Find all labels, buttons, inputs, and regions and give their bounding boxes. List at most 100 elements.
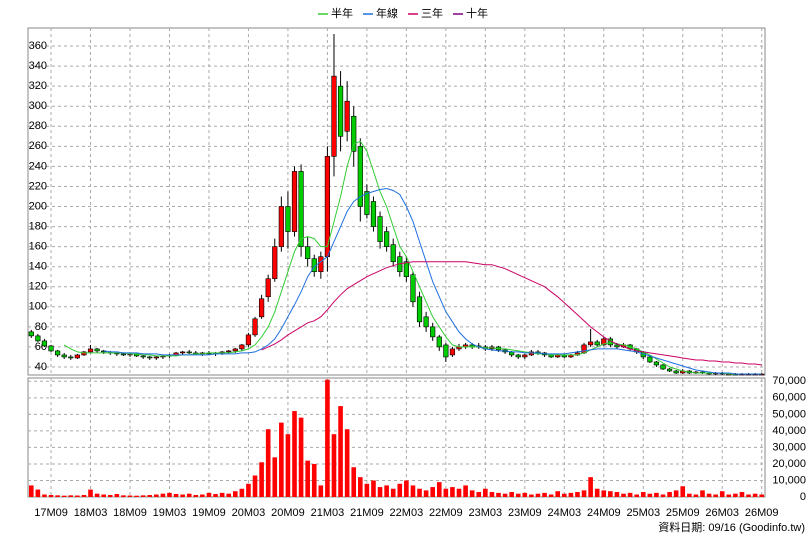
ma-line (103, 187, 762, 375)
volume-bar (186, 493, 192, 497)
candle-body (647, 356, 653, 363)
candle-body (337, 85, 344, 137)
volume-bar (147, 495, 153, 497)
y2-tick-label: 30,000 (772, 441, 806, 453)
candle-body (614, 344, 620, 348)
volume-bar (548, 494, 554, 497)
candle-body (147, 356, 153, 359)
candle-body (416, 296, 423, 323)
y2-tick-label: 40,000 (772, 425, 806, 437)
candle-body (239, 344, 245, 350)
candle-body (666, 368, 673, 372)
y-tick-label: 220 (29, 180, 47, 192)
x-tick-label: 23M03 (469, 507, 503, 519)
volume-bar (292, 411, 297, 497)
volume-bar (305, 460, 310, 497)
volume-bar (509, 492, 514, 497)
volume-bar (450, 487, 455, 497)
candle-body (377, 216, 383, 242)
volume-bar (733, 493, 738, 497)
volume-bar (61, 495, 67, 497)
volume-bar (746, 494, 751, 497)
x-tick-label: 22M03 (390, 507, 424, 519)
volume-bar (55, 495, 60, 497)
y2-tick-label: 60,000 (772, 392, 806, 404)
legend-label: 年線 (376, 6, 398, 20)
volume-bar (739, 492, 745, 497)
price-panel (27, 27, 766, 376)
volume-bar (298, 417, 304, 497)
volume-bar (469, 490, 475, 497)
x-tick-label: 18M03 (74, 507, 108, 519)
candle-body (226, 350, 232, 353)
volume-bar (42, 494, 47, 497)
volume-bar (654, 492, 659, 497)
candle-body (28, 331, 34, 337)
volume-bar (726, 494, 732, 497)
candle-body (48, 345, 54, 352)
candle-body (186, 351, 192, 354)
volume-bar (94, 493, 100, 497)
candle-body (272, 246, 278, 280)
volume-bar (206, 492, 212, 497)
candle-body (285, 206, 291, 232)
volume-bar (634, 494, 639, 497)
x-tick-label: 19M03 (153, 507, 187, 519)
volume-bar (456, 488, 462, 497)
x-tick-label: 25M03 (626, 507, 660, 519)
y2-tick-label: 10,000 (772, 474, 806, 486)
volume-bar (246, 483, 251, 497)
volume-bar (529, 494, 534, 497)
candle-body (384, 231, 390, 247)
volume-bar (410, 485, 416, 497)
candle-body (423, 316, 429, 328)
ma-line (261, 261, 762, 366)
volume-bar (114, 494, 120, 497)
candle-body (318, 256, 324, 273)
volume-bar (272, 457, 278, 497)
candle-body (35, 335, 41, 342)
legend-label: 三年 (421, 6, 443, 20)
volume-bar (397, 483, 403, 497)
volume-bar (614, 492, 620, 497)
y-tick-label: 100 (29, 301, 47, 313)
volume-bar (542, 492, 547, 497)
y-tick-label: 360 (29, 40, 47, 52)
x-tick-label: 22M09 (429, 507, 463, 519)
candle-body (410, 274, 416, 303)
volume-bar (344, 429, 350, 497)
source-note: 資料日期: 09/16 (Goodinfo.tw) (658, 520, 805, 534)
y2-tick-label: 20,000 (772, 458, 806, 470)
candle-body (430, 326, 436, 338)
candle-body (140, 355, 146, 358)
candle-body (120, 353, 127, 356)
volume-bar (555, 491, 561, 497)
volume-bar (483, 488, 488, 497)
volume-bar (496, 492, 501, 497)
x-tick-label: 18M09 (113, 507, 147, 519)
y-tick-label: 140 (29, 261, 47, 273)
candle-body (61, 354, 67, 358)
volume-bar (193, 495, 199, 497)
volume-bar (134, 495, 139, 497)
candle-body (449, 348, 456, 356)
y2-tick-label: 0 (800, 491, 806, 503)
volume-bar (522, 492, 528, 497)
y-tick-label: 40 (35, 361, 47, 373)
candle-body (94, 348, 100, 352)
candle-body (588, 341, 594, 346)
y-tick-label: 320 (29, 80, 47, 92)
volume-bar (673, 490, 679, 497)
volume-bar (404, 480, 409, 497)
volume-bar (107, 495, 113, 497)
volume-bar (338, 406, 343, 497)
volume-bar (167, 492, 172, 497)
volume-bar (140, 495, 146, 497)
y-tick-label: 200 (29, 200, 47, 212)
volume-bar (213, 494, 218, 497)
volume-bar (265, 429, 271, 497)
volume-bar (239, 488, 245, 497)
candle-body (443, 344, 449, 358)
y-tick-label: 80 (35, 321, 47, 333)
candle-body (291, 171, 298, 232)
